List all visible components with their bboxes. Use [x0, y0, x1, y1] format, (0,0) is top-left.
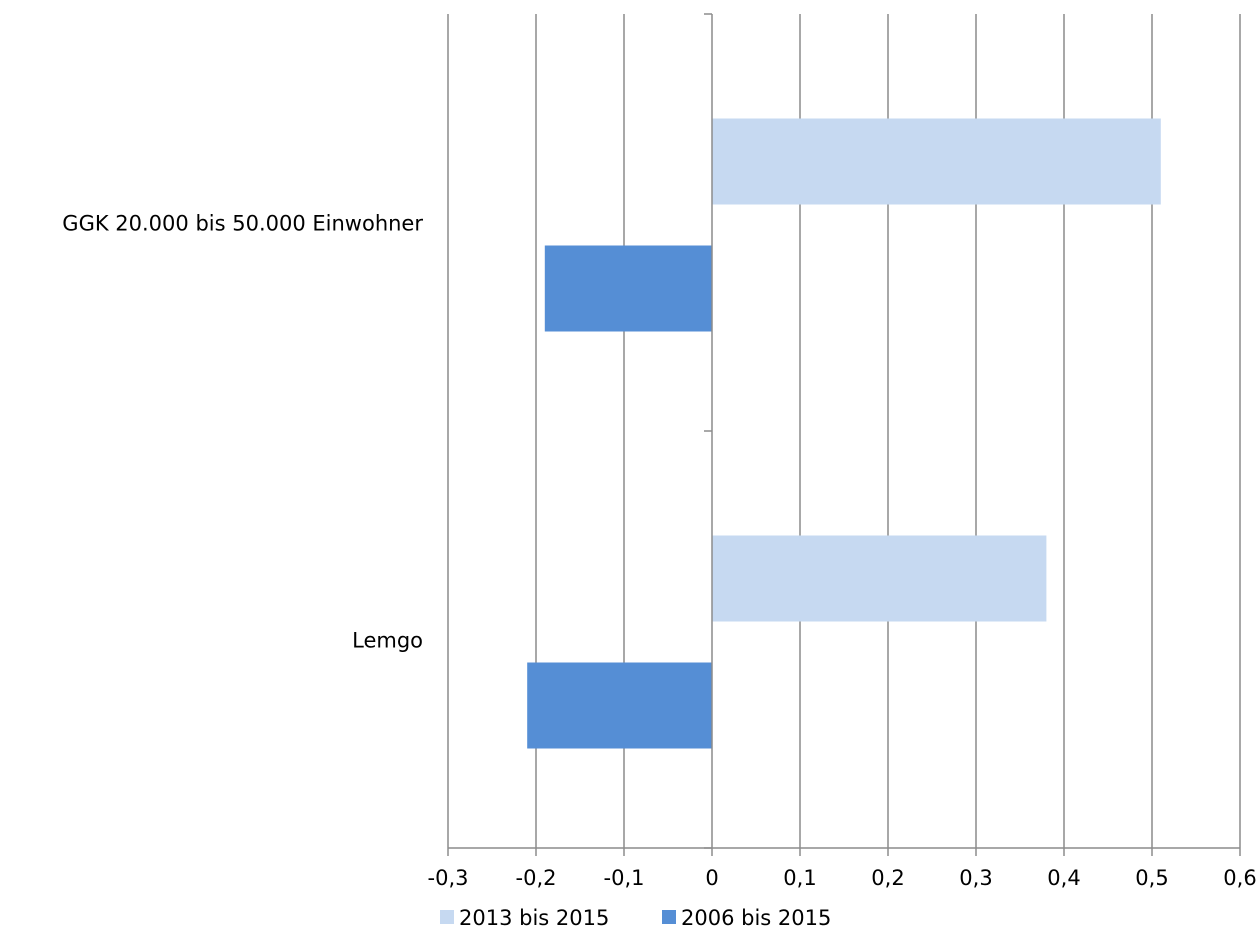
- x-tick-label: 0,5: [1135, 866, 1168, 890]
- bar: [544, 245, 712, 332]
- legend-swatch: [662, 910, 676, 924]
- legend-label: 2013 bis 2015: [459, 906, 609, 930]
- x-tick-label: 0,1: [783, 866, 816, 890]
- x-tick-label: 0,2: [871, 866, 904, 890]
- category-label: Lemgo: [352, 629, 423, 653]
- legend: 2013 bis 2015 2006 bis 2015: [440, 906, 831, 930]
- x-tick-label: 0,4: [1047, 866, 1080, 890]
- bars: [527, 118, 1161, 749]
- x-tick-label: 0: [705, 866, 718, 890]
- x-tick-labels: -0,3 -0,2 -0,1 0 0,1 0,2 0,3 0,4 0,5 0,6: [428, 866, 1257, 890]
- x-tick-label: 0,6: [1223, 866, 1256, 890]
- legend-label: 2006 bis 2015: [681, 906, 831, 930]
- category-labels: GGK 20.000 bis 50.000 Einwohner Lemgo: [62, 212, 423, 653]
- category-label: GGK 20.000 bis 50.000 Einwohner: [62, 212, 423, 236]
- bar: [712, 535, 1047, 622]
- x-tick-label: -0,3: [428, 866, 469, 890]
- x-tick-label: -0,2: [516, 866, 557, 890]
- legend-swatch: [440, 910, 454, 924]
- axes: [447, 13, 1241, 856]
- bar: [527, 662, 712, 749]
- bar: [712, 118, 1161, 205]
- x-tick-label: -0,1: [604, 866, 645, 890]
- x-tick-label: 0,3: [959, 866, 992, 890]
